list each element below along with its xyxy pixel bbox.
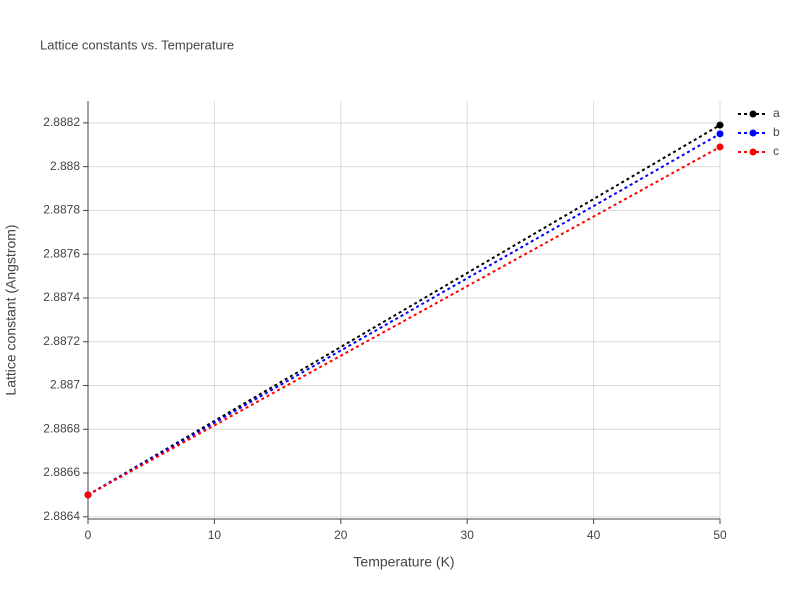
x-tick-label: 0 <box>85 528 92 542</box>
legend-label: a <box>773 106 780 120</box>
series-line <box>87 146 721 496</box>
x-tick-label: 10 <box>208 528 222 542</box>
y-tick-label: 2.8868 <box>43 421 80 435</box>
point <box>84 491 92 499</box>
point <box>716 121 724 129</box>
y-tick-label: 2.888 <box>50 159 80 173</box>
y-tick-label: 2.8872 <box>43 334 80 348</box>
point <box>716 143 724 151</box>
y-tick-label: 2.8876 <box>43 246 80 260</box>
y-axis-label: Lattice constant (Angstrom) <box>3 224 19 395</box>
x-tick-label: 30 <box>461 528 475 542</box>
y-tick-label: 2.8866 <box>43 465 80 479</box>
series-line <box>87 132 721 496</box>
legend-marker <box>749 148 757 156</box>
x-tick-label: 40 <box>587 528 601 542</box>
x-axis-label: Temperature (K) <box>353 554 454 570</box>
chart-title: Lattice constants vs. Temperature <box>40 37 234 52</box>
series-line <box>87 124 721 496</box>
x-tick-label: 20 <box>334 528 348 542</box>
legend-label: c <box>773 144 779 158</box>
y-tick-label: 2.8874 <box>43 290 80 304</box>
legend-marker <box>749 129 757 137</box>
y-tick-label: 2.8882 <box>43 115 80 129</box>
x-tick-label: 50 <box>713 528 727 542</box>
point <box>716 130 724 138</box>
y-tick-label: 2.887 <box>50 378 80 392</box>
y-tick-label: 2.8878 <box>43 203 80 217</box>
legend-marker <box>749 110 757 118</box>
legend-label: b <box>773 125 780 139</box>
y-tick-label: 2.8864 <box>43 509 80 523</box>
